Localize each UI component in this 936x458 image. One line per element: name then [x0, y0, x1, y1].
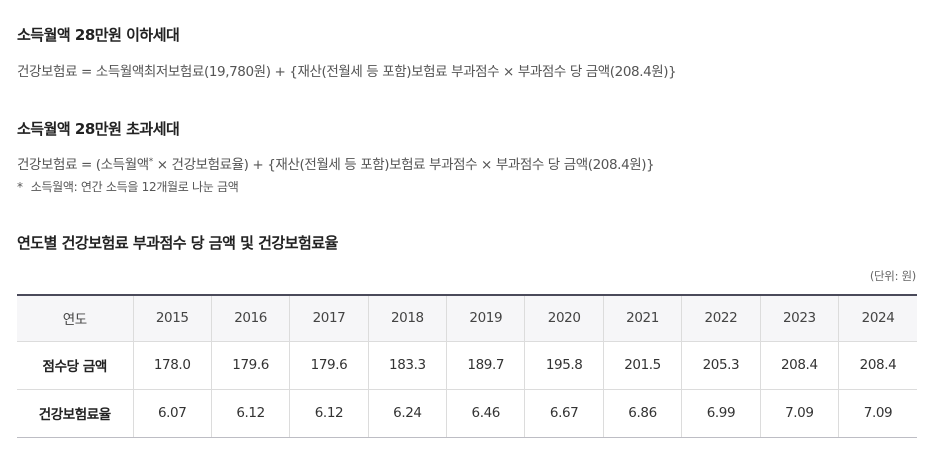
table-cell: 6.12: [210, 389, 290, 438]
table-cell: 179.6: [210, 341, 290, 390]
table-cell: 6.99: [681, 389, 761, 438]
header-year: 2023: [759, 294, 839, 342]
table-cell: 208.4: [759, 341, 839, 390]
table-cell: 201.5: [602, 341, 682, 390]
table-cell: 6.12: [289, 389, 369, 438]
footnote-marker: *: [148, 157, 154, 167]
section-title-high-income: 소득월액 28만원 초과세대: [17, 120, 180, 138]
table-cell: 205.3: [681, 341, 761, 390]
header-year: 2021: [602, 294, 682, 342]
table-cell: 189.7: [446, 341, 525, 390]
footnote: * 소득월액: 연간 소득을 12개월로 나눈 금액: [17, 178, 239, 195]
unit-label: (단위: 원): [869, 269, 916, 283]
table-cell: 6.24: [367, 389, 447, 438]
table-row: 점수당 금액 178.0 179.6 179.6 183.3 189.7 195…: [17, 341, 917, 390]
header-year: 2022: [681, 294, 761, 342]
header-year-label: 연도: [17, 294, 133, 342]
table-cell: 6.67: [524, 389, 604, 438]
section-title-low-income: 소득월액 28만원 이하세대: [17, 26, 180, 44]
table-cell: 179.6: [289, 341, 369, 390]
formula-low-income: 건강보험료 = 소득월액최저보험료(19,780원) + {재산(전월세 등 포…: [17, 64, 677, 80]
footnote-text: 소득월액: 연간 소득을 12개월로 나눈 금액: [30, 180, 239, 194]
header-year: 2024: [838, 294, 917, 342]
header-year: 2015: [132, 294, 212, 342]
table-cell: 183.3: [367, 341, 447, 390]
header-year: 2020: [524, 294, 604, 342]
table-cell: 178.0: [132, 341, 212, 390]
table-cell: 6.86: [602, 389, 682, 438]
table-cell: 208.4: [838, 341, 917, 390]
formula-high-income: 건강보험료 = (소득월액* × 건강보험료율) + {재산(전월세 등 포함)…: [17, 153, 655, 173]
table-cell: 6.46: [446, 389, 525, 438]
table-cell: 7.09: [838, 389, 917, 438]
row-label-point-amount: 점수당 금액: [17, 341, 133, 390]
table-cell: 195.8: [524, 341, 604, 390]
header-year: 2017: [289, 294, 369, 342]
footnote-star: *: [17, 180, 23, 194]
row-label-insurance-rate: 건강보험료율: [17, 389, 133, 438]
header-year: 2018: [367, 294, 447, 342]
formula-high-income-part2: × 건강보험료율) + {재산(전월세 등 포함)보험료 부과점수 × 부과점수…: [152, 157, 655, 173]
section-title-table: 연도별 건강보험료 부과점수 당 금액 및 건강보험료율: [17, 234, 338, 252]
rate-table: 연도 2015 2016 2017 2018 2019 2020 2021 20…: [17, 294, 917, 438]
header-year: 2016: [210, 294, 290, 342]
table-cell: 6.07: [132, 389, 212, 438]
table-header-row: 연도 2015 2016 2017 2018 2019 2020 2021 20…: [17, 294, 917, 342]
header-year: 2019: [446, 294, 525, 342]
table-row: 건강보험료율 6.07 6.12 6.12 6.24 6.46 6.67 6.8…: [17, 389, 917, 438]
formula-high-income-part1: 건강보험료 = (소득월액: [17, 157, 149, 173]
table-cell: 7.09: [759, 389, 839, 438]
